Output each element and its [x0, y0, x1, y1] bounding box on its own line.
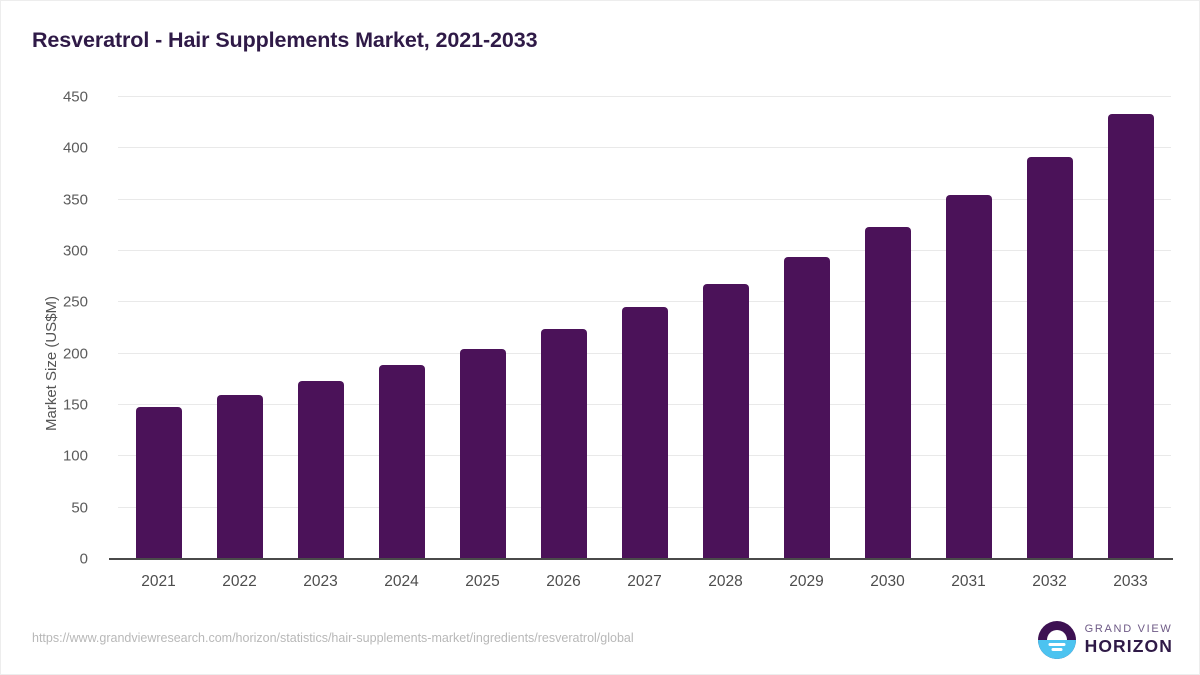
x-tick-label: 2026 — [546, 573, 581, 590]
x-tick-label: 2021 — [141, 573, 176, 590]
gridline — [118, 198, 1171, 200]
y-tick-label: 150 — [62, 396, 88, 414]
x-tick-label: 2033 — [1113, 573, 1148, 590]
source-url[interactable]: https://www.grandviewresearch.com/horizo… — [32, 631, 634, 645]
x-tick-label: 2032 — [1032, 573, 1067, 590]
bar[interactable] — [378, 364, 425, 559]
logo-horizon-text: HORIZON — [1084, 636, 1173, 657]
y-tick-label: 300 — [62, 242, 88, 260]
logo-text: GRAND VIEW HORIZON — [1085, 624, 1173, 656]
bar[interactable] — [702, 283, 749, 559]
x-tick-label: 2027 — [627, 573, 662, 590]
x-tick-label: 2022 — [222, 573, 257, 590]
horizon-logo-icon — [1037, 621, 1076, 659]
x-tick-label: 2024 — [384, 573, 419, 590]
x-tick-label: 2028 — [708, 573, 743, 590]
bar[interactable] — [1107, 114, 1154, 559]
bar[interactable] — [297, 381, 344, 559]
y-tick-label: 450 — [62, 88, 88, 106]
gridline — [118, 301, 1171, 303]
brand-logo[interactable]: GRAND VIEW HORIZON — [1037, 621, 1173, 659]
bar[interactable] — [864, 227, 911, 559]
y-tick-label: 200 — [62, 345, 88, 363]
x-tick-label: 2029 — [789, 573, 824, 590]
x-tick-label: 2030 — [870, 573, 905, 590]
y-axis-label: Market Size (US$M) — [43, 295, 60, 431]
x-tick-label: 2031 — [951, 573, 986, 590]
page-title: Resveratrol - Hair Supplements Market, 2… — [32, 28, 538, 52]
x-tick-label: 2023 — [303, 573, 338, 590]
bar[interactable] — [540, 329, 587, 559]
bar[interactable] — [783, 257, 830, 559]
gridline — [118, 96, 1171, 97]
logo-grandview-text: GRAND VIEW — [1084, 623, 1173, 636]
logo-line-upper — [1048, 643, 1066, 646]
y-tick-label: 100 — [62, 447, 88, 465]
x-tick-label: 2025 — [465, 573, 500, 590]
bar[interactable] — [459, 348, 506, 559]
logo-line-lower — [1051, 648, 1063, 651]
logo-dome-shape — [1046, 630, 1067, 640]
gridline — [118, 147, 1171, 149]
y-tick-label: 50 — [71, 499, 88, 517]
y-tick-label: 350 — [62, 191, 88, 209]
y-tick-label: 250 — [62, 293, 88, 311]
bar[interactable] — [621, 307, 668, 559]
bar[interactable] — [945, 194, 992, 559]
bar[interactable] — [135, 407, 182, 559]
x-axis-line — [109, 558, 1173, 560]
plot-area — [118, 96, 1171, 559]
bar[interactable] — [216, 394, 263, 559]
y-tick-label: 400 — [62, 139, 88, 157]
gridline — [118, 250, 1171, 251]
bar[interactable] — [1026, 156, 1073, 559]
y-tick-label: 0 — [79, 550, 88, 568]
